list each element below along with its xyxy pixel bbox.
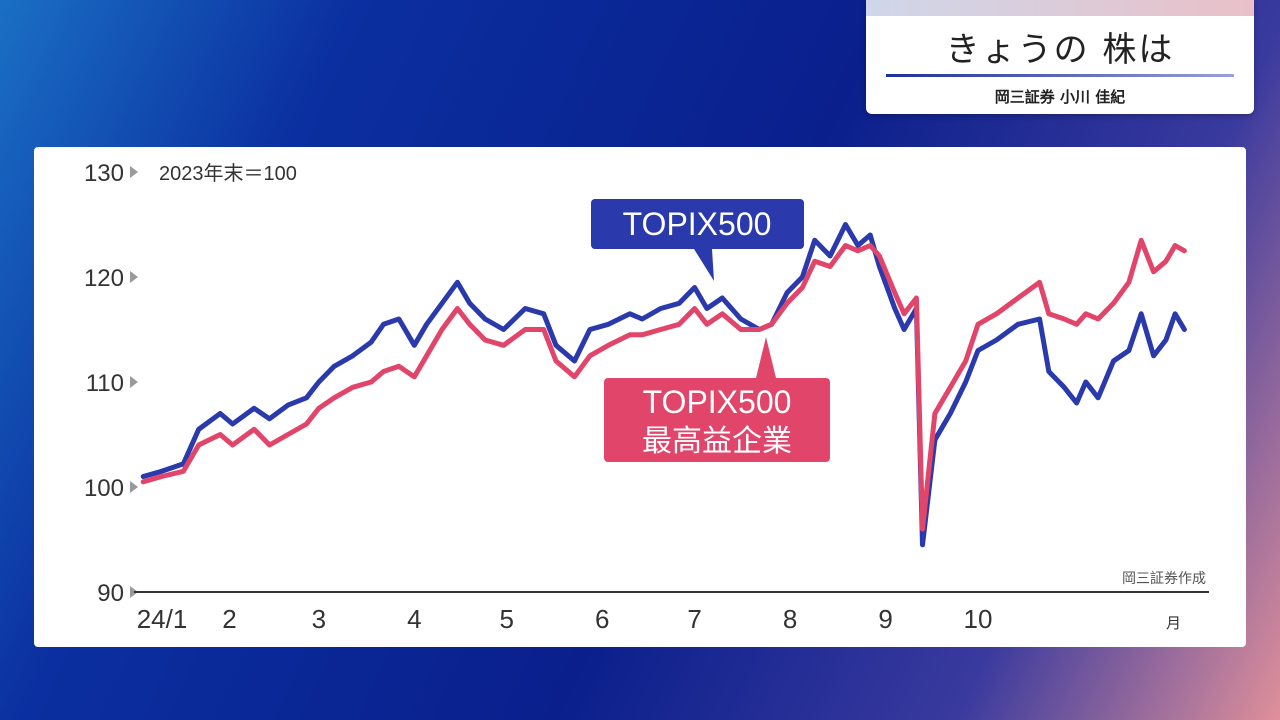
title-divider <box>886 74 1234 77</box>
label-box-topix500 <box>591 199 804 249</box>
x-tick-label: 7 <box>687 604 701 634</box>
x-tick-label: 5 <box>499 604 513 634</box>
y-tick-arrow <box>130 271 138 283</box>
y-tick-arrow <box>130 166 138 178</box>
series-line-topix500 <box>140 222 1187 548</box>
x-tick-label: 6 <box>595 604 609 634</box>
title-card: きょうの 株は 岡三証券 小川 佳紀 <box>866 0 1254 114</box>
line-chart: 130 120 110 100 90 2023年末＝100 24/1 2 3 4 5 6 7 8 9 10 月 岡… <box>84 160 1209 634</box>
label-pointer-highest-profit <box>756 337 776 378</box>
analyst-name: 岡三証券 小川 佳紀 <box>994 88 1126 106</box>
title-card-topbar <box>866 0 1254 16</box>
y-tick-label: 120 <box>84 265 124 292</box>
unit-note: 2023年末＝100 <box>159 162 297 185</box>
y-tick-arrow <box>130 481 138 493</box>
chart-panel: 130 120 110 100 90 2023年末＝100 24/1 2 3 4 5 6 7 8 9 10 月 岡… <box>34 147 1246 647</box>
y-tick-label: 110 <box>86 370 124 397</box>
label-pointer-topix500 <box>694 249 714 281</box>
series-label-highest-profit-line1: TOPIX500 <box>643 384 792 420</box>
x-tick-label: 9 <box>878 604 892 634</box>
y-tick-label: 90 <box>97 580 124 607</box>
label-box-highest-profit <box>604 378 830 462</box>
series-label-highest-profit-line2: 最高益企業 <box>642 425 792 458</box>
series-label-topix500: TOPIX500 <box>623 206 772 242</box>
x-unit-label: 月 <box>1166 615 1181 632</box>
series-line-highest-profit <box>140 237 1187 532</box>
y-tick-label: 130 <box>84 160 124 187</box>
source-note: 岡三証券作成 <box>1122 570 1206 586</box>
y-tick-arrow <box>130 376 138 388</box>
x-tick-label: 24/1 <box>137 604 188 634</box>
x-tick-label: 8 <box>783 604 797 634</box>
x-tick-label: 4 <box>407 604 421 634</box>
x-tick-label: 2 <box>222 604 236 634</box>
y-tick-label: 100 <box>84 475 124 502</box>
page-title: きょうの 株は <box>945 30 1175 70</box>
x-tick-label: 10 <box>964 604 993 634</box>
x-tick-label: 3 <box>312 604 326 634</box>
